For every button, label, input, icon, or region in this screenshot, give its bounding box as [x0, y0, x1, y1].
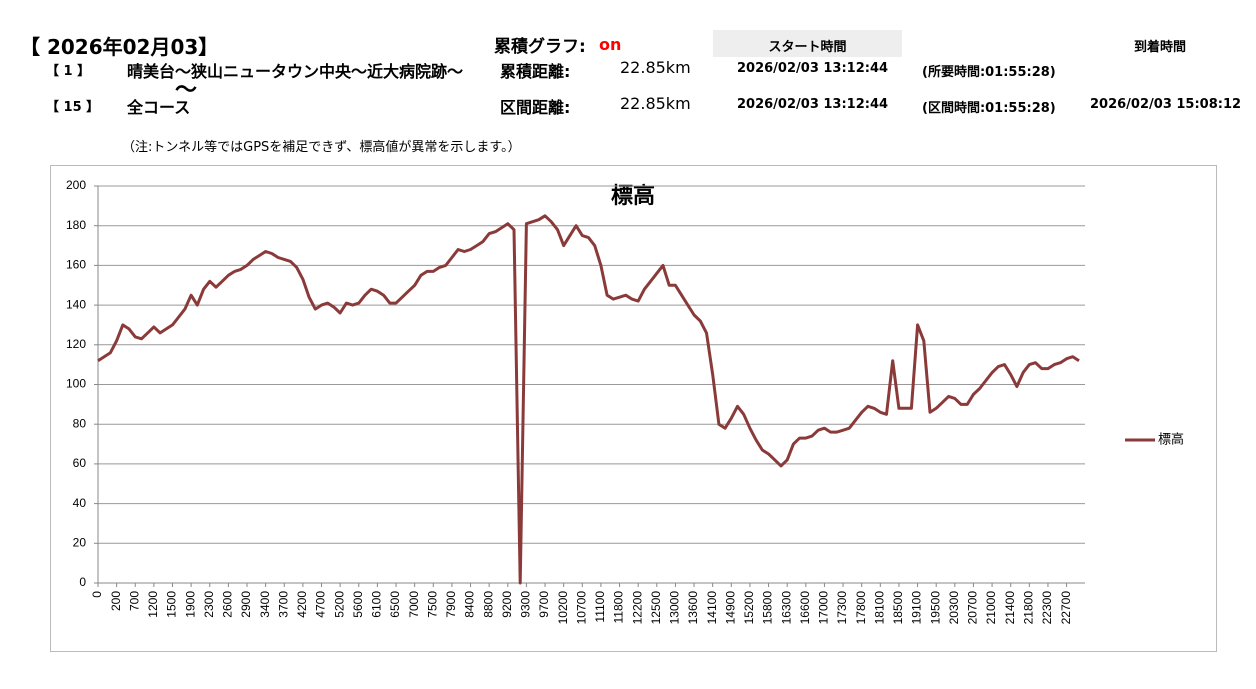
x-tick-label: 200 — [109, 591, 123, 611]
x-tick-label: 16300 — [779, 591, 793, 625]
arrival-time: 2026/02/03 15:08:12 — [1090, 97, 1242, 112]
x-tick-label: 10200 — [556, 591, 570, 625]
y-tick-label: 120 — [66, 337, 86, 351]
x-tick-label: 2900 — [239, 591, 253, 618]
note: （注:トンネル等ではGPSを補足できず、標高値が異常を示します。） — [122, 140, 521, 155]
chart-frame — [50, 165, 1217, 652]
x-tick-label: 16600 — [798, 591, 812, 625]
x-tick-label: 7900 — [444, 591, 458, 618]
row-index: 【 15 】 — [46, 100, 100, 115]
x-tick-label: 8400 — [463, 591, 477, 618]
date: 【 2026年02月03】 — [20, 35, 219, 59]
x-tick-label: 12200 — [630, 591, 644, 625]
distance-label: 区間距離: — [500, 98, 571, 117]
x-tick-label: 8800 — [481, 591, 495, 618]
x-tick-label: 17800 — [854, 591, 868, 625]
x-tick-label: 9300 — [519, 591, 533, 618]
start-time-header: スタート時間 — [768, 40, 847, 55]
x-tick-label: 18500 — [891, 591, 905, 625]
y-tick-label: 80 — [73, 416, 87, 430]
arrival-time-header: 到着時間 — [1133, 40, 1186, 55]
x-tick-label: 19100 — [910, 591, 924, 625]
distance: 22.85km — [620, 58, 691, 77]
x-tick-label: 10700 — [574, 591, 588, 625]
cumulative-graph-value: on — [599, 35, 622, 54]
x-tick-label: 0 — [90, 591, 104, 598]
x-tick-label: 700 — [127, 591, 141, 611]
duration: (所要時間:01:55:28) — [922, 65, 1056, 80]
cumulative-graph-label: 累積グラフ: — [494, 37, 586, 57]
y-tick-label: 40 — [73, 496, 87, 510]
x-tick-label: 12500 — [649, 591, 663, 625]
row-index: 【 1 】 — [46, 64, 91, 79]
x-tick-label: 21400 — [1003, 591, 1017, 625]
line — [97, 214, 1080, 585]
start-time: 2026/02/03 13:12:44 — [737, 97, 889, 112]
x-tick-label: 7500 — [425, 591, 439, 618]
x-tick-label: 21800 — [1022, 591, 1036, 625]
x-tick-label: 15800 — [761, 591, 775, 625]
x-tick-label: 9700 — [537, 591, 551, 618]
x-tick-label: 2300 — [202, 591, 216, 618]
x-tick-label: 3400 — [258, 591, 272, 618]
route: 全コース — [127, 98, 191, 117]
start-header-box — [713, 30, 902, 57]
x-tick-label: 4700 — [314, 591, 328, 618]
x-tick-label: 7000 — [407, 591, 421, 618]
x-tick-label: 14900 — [723, 591, 737, 625]
x-tick-label: 9200 — [500, 591, 514, 618]
y-tick-label: 140 — [66, 297, 86, 311]
x-tick-label: 4200 — [295, 591, 309, 618]
legend-label: 標高 — [1158, 431, 1184, 446]
x-tick-label: 14100 — [705, 591, 719, 625]
route-continuation: 〜 — [175, 78, 198, 103]
x-tick-label: 20700 — [966, 591, 980, 625]
x-tick-label: 11800 — [612, 591, 626, 624]
x-tick-label: 3700 — [276, 591, 290, 618]
x-tick-label: 15200 — [742, 591, 756, 625]
y-tick-label: 60 — [73, 456, 87, 470]
chart-title: 標高 — [611, 183, 655, 208]
x-tick-label: 6500 — [388, 591, 402, 618]
x-tick-label: 20300 — [947, 591, 961, 625]
y-tick-label: 160 — [66, 258, 86, 272]
x-tick-label: 13600 — [686, 591, 700, 625]
route: 晴美台～狭山ニュータウン中央～近大病院跡～ — [127, 62, 464, 81]
x-tick-label: 5200 — [332, 591, 346, 618]
y-tick-label: 200 — [66, 178, 86, 192]
distance: 22.85km — [620, 94, 691, 113]
x-tick-label: 19500 — [928, 591, 942, 625]
x-tick-label: 17000 — [817, 591, 831, 625]
x-tick-label: 2600 — [221, 591, 235, 618]
y-tick-label: 0 — [79, 575, 86, 589]
distance-label: 累積距離: — [500, 62, 571, 81]
x-tick-label: 1500 — [165, 591, 179, 618]
x-tick-label: 17300 — [835, 591, 849, 625]
x-tick-label: 22700 — [1059, 591, 1073, 625]
x-tick-label: 22300 — [1040, 591, 1054, 625]
x-tick-label: 18100 — [872, 591, 886, 625]
x-tick-label: 5600 — [351, 591, 365, 618]
y-tick-label: 100 — [66, 377, 86, 391]
x-tick-label: 1900 — [183, 591, 197, 618]
x-tick-label: 1200 — [146, 591, 160, 618]
y-tick-label: 180 — [66, 218, 86, 232]
x-tick-label: 11100 — [593, 591, 607, 623]
start-time: 2026/02/03 13:12:44 — [737, 61, 889, 76]
duration: (区間時間:01:55:28) — [922, 101, 1056, 116]
x-tick-label: 6100 — [370, 591, 384, 618]
y-tick-label: 20 — [73, 535, 87, 549]
x-tick-label: 13000 — [668, 591, 682, 625]
x-tick-label: 21000 — [984, 591, 998, 625]
